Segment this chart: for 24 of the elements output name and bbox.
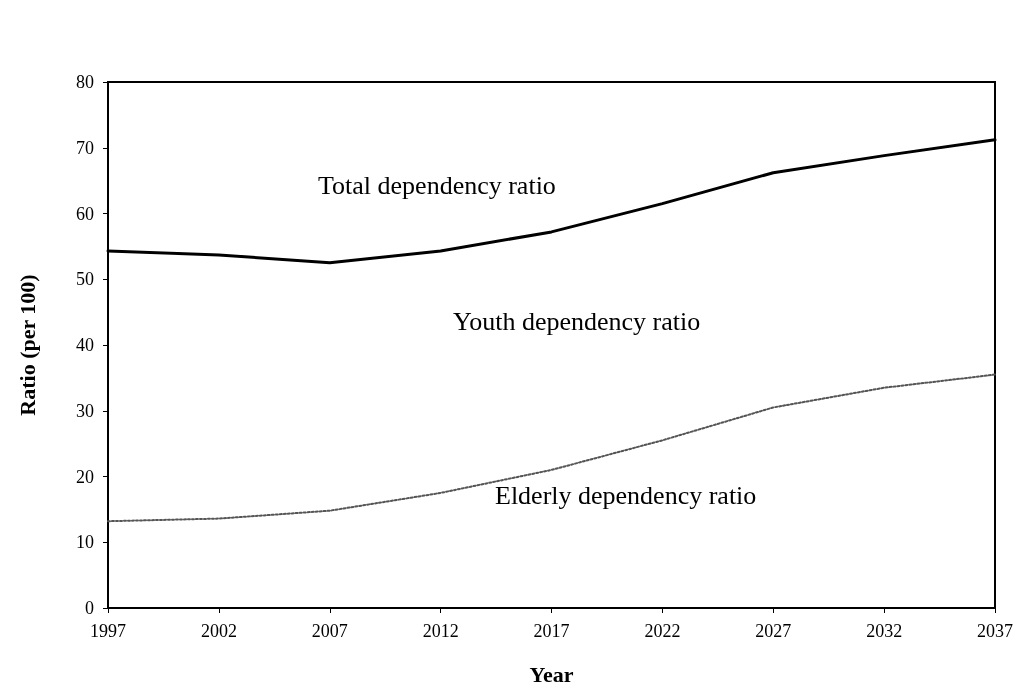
x-tick-label: 2017	[533, 621, 570, 641]
y-tick-label: 20	[76, 466, 94, 487]
x-tick-label: 2007	[311, 621, 348, 641]
line-series	[107, 373, 996, 523]
y-tick-label: 40	[76, 335, 94, 355]
y-tick-label: 30	[76, 400, 94, 421]
x-tick-label: 2002	[200, 621, 237, 641]
x-tick-label: 2012	[422, 621, 459, 641]
series-label: Elderly dependency ratio	[495, 480, 757, 510]
y-tick-label: 0	[85, 598, 94, 618]
x-axis-title: Year	[529, 661, 574, 687]
annotation: Youth dependency ratio	[453, 306, 701, 336]
y-tick-label: 50	[76, 269, 94, 290]
x-tick-label: 1997	[90, 621, 126, 641]
y-tick-label: 10	[76, 532, 94, 553]
x-tick-label: 2032	[866, 621, 903, 641]
x-tick-label: 2037	[977, 621, 1013, 641]
y-tick-label: 80	[76, 72, 94, 92]
y-tick-label: 60	[76, 203, 94, 224]
x-tick-label: 2022	[644, 621, 681, 641]
y-axis-title: Ratio (per 100)	[14, 274, 40, 416]
series-label: Total dependency ratio	[318, 170, 556, 200]
y-tick-label: 70	[76, 137, 94, 158]
x-tick-label: 2027	[755, 621, 792, 641]
